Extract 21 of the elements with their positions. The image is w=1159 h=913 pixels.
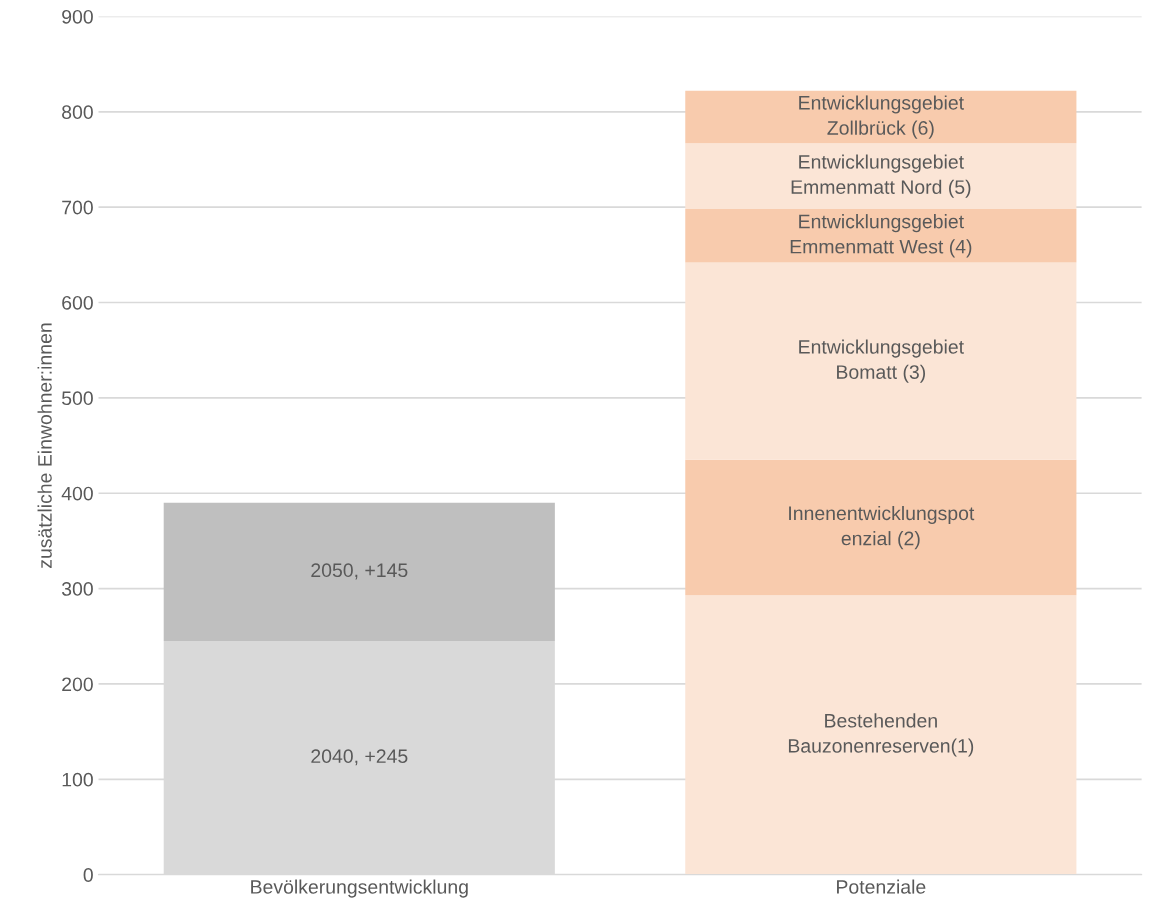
- y-tick-label: 700: [62, 200, 93, 215]
- y-axis-title: zusätzliche Einwohner:innen: [37, 323, 52, 568]
- series-label: Entwicklungsgebiet Bomatt (3): [799, 339, 964, 383]
- y-tick-label: 400: [61, 486, 93, 501]
- y-tick-label: 0: [83, 868, 93, 882]
- series-label: Bestehenden Bauzonenreserven(1): [788, 713, 974, 757]
- series-label: 2050, +145: [311, 563, 408, 580]
- series-label: 2040, +245: [311, 749, 408, 766]
- y-tick-label: 800: [62, 105, 93, 120]
- y-tick-label: 300: [61, 582, 93, 596]
- series-label: Entwicklungsgebiet Zollbrück (6): [799, 95, 964, 139]
- y-tick-label: 200: [62, 677, 93, 692]
- y-tick-label: 900: [62, 9, 93, 24]
- series-label: Entwicklungsgebiet Emmenmatt West (4): [790, 214, 972, 258]
- y-tick-label: 500: [61, 391, 93, 406]
- x-tick-label: Potenziale: [837, 879, 926, 894]
- series-label: Entwicklungsgebiet Emmenmatt Nord (5): [791, 154, 971, 198]
- y-tick-label: 100: [62, 772, 93, 787]
- y-tick-label: 600: [62, 295, 93, 310]
- series-label: Innenentwicklungspot enzial (2): [789, 505, 975, 550]
- x-tick-label: Bevölkerungsentwicklung: [251, 879, 468, 898]
